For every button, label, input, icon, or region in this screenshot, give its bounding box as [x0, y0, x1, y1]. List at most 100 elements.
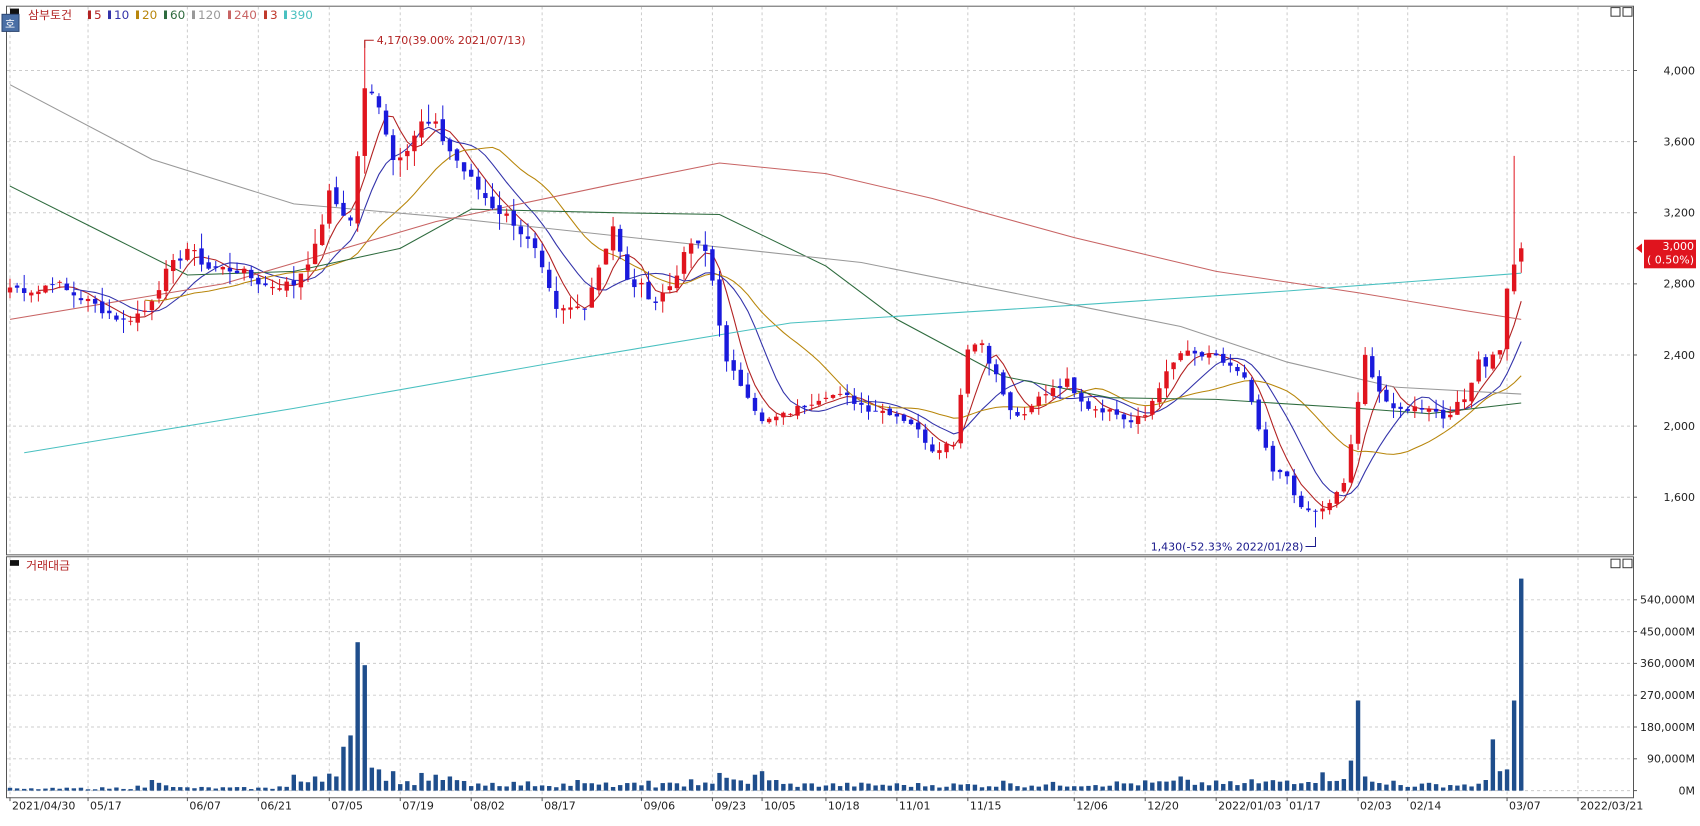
volume-bar [1164, 781, 1169, 791]
volume-panel-restore-button[interactable] [1610, 558, 1621, 569]
candle-body [7, 287, 13, 293]
candle-body [965, 349, 971, 394]
volume-bar [426, 780, 431, 791]
volume-bar [1199, 782, 1205, 791]
candle-body [234, 270, 240, 274]
volume-bar [1377, 783, 1382, 791]
candle-body [994, 364, 999, 375]
candle-body [199, 248, 204, 265]
ma-legend-label: 10 [114, 8, 129, 22]
time-tick-label: 10/18 [828, 800, 860, 813]
candle-body [1362, 354, 1368, 405]
candle-body [21, 288, 27, 293]
ma-legend-label: 60 [170, 8, 185, 22]
candle-body [1121, 414, 1127, 420]
candle-body [1299, 495, 1304, 508]
last-price-label: 3,000 [1663, 240, 1695, 253]
volume-panel-menu-icon[interactable] [10, 560, 19, 566]
moving-average-line [24, 272, 1522, 454]
candle-body [1391, 403, 1396, 409]
volume-bar [582, 783, 587, 791]
volume-bar [830, 783, 836, 791]
candle-body [1107, 409, 1112, 412]
price-tick-label: 3,600 [1664, 136, 1696, 149]
candle-body [454, 149, 460, 161]
volume-bar [674, 783, 680, 791]
volume-bar [802, 783, 807, 791]
candle-body [1050, 388, 1056, 396]
price-panel-close-button[interactable] [1622, 7, 1633, 17]
volume-bar [880, 784, 885, 791]
volume-bar [617, 785, 623, 791]
candle-body [596, 267, 602, 291]
ma-legend-label: 20 [142, 8, 157, 22]
candle-body [852, 395, 857, 404]
volume-bar [1284, 780, 1290, 791]
volume-bar [199, 786, 204, 791]
candle-body [341, 202, 346, 216]
volume-bar [1455, 785, 1460, 791]
volume-bar [1057, 785, 1063, 791]
volume-tick-label: 90,000M [1647, 753, 1695, 766]
volume-bar [915, 783, 921, 791]
candle-body [1249, 379, 1254, 402]
volume-bar [1221, 783, 1226, 791]
candle-body [100, 301, 105, 314]
candle-body [930, 444, 935, 452]
price-panel-restore-button[interactable] [1610, 7, 1621, 17]
candle-body [298, 273, 304, 288]
volume-bar [92, 789, 98, 791]
volume-bar [816, 786, 822, 791]
candle-body [192, 250, 197, 252]
candle-body [525, 236, 531, 239]
candle-body [759, 412, 765, 422]
volume-bar [1433, 784, 1439, 791]
volume-bar [1036, 786, 1041, 791]
volume-bar [398, 784, 403, 791]
volume-bar [944, 786, 949, 791]
volume-bar [1462, 784, 1467, 791]
candle-body [71, 292, 77, 296]
volume-bar [724, 777, 729, 791]
candle-body [412, 135, 417, 152]
volume-bar [312, 776, 318, 791]
volume-bar [419, 772, 424, 791]
volume-bar [1107, 785, 1112, 791]
volume-bar [901, 784, 907, 791]
volume-bar [859, 782, 864, 791]
time-tick-label: 02/03 [1360, 800, 1392, 813]
candle-body [915, 422, 921, 430]
volume-bar [192, 788, 197, 791]
candle-body [1043, 394, 1049, 396]
low-annotation: 1,430(-52.33% 2022/01/28) [1151, 541, 1304, 554]
candle-body [170, 260, 176, 272]
candle-body [1462, 399, 1467, 403]
volume-tick-label: 180,000M [1640, 721, 1695, 734]
volume-bar [291, 774, 297, 791]
panel-menu-icon[interactable] [10, 8, 19, 15]
volume-bar [1391, 780, 1396, 791]
ho-corner-icon[interactable] [1, 13, 20, 32]
volume-bar [525, 781, 531, 791]
candle-body [703, 244, 708, 251]
volume-bar [1128, 783, 1134, 791]
volume-bar [539, 785, 545, 791]
candle-body [923, 429, 928, 443]
candle-body [468, 169, 474, 177]
candle-body [227, 267, 233, 272]
candle-body [887, 408, 892, 416]
volume-panel-frame [6, 556, 1634, 799]
candle-body [674, 275, 680, 289]
candle-body [447, 139, 453, 152]
volume-bar [554, 787, 559, 791]
candle-body [1320, 508, 1325, 512]
volume-panel-close-button[interactable] [1622, 558, 1633, 569]
volume-tick-label: 450,000M [1640, 626, 1695, 639]
moving-average-line [9, 84, 1522, 395]
candle-body [1213, 353, 1219, 356]
volume-bar [1270, 780, 1276, 791]
volume-bar [1185, 779, 1190, 791]
volume-bar [894, 783, 900, 791]
candle-body [1306, 508, 1311, 511]
time-tick-label: 03/07 [1509, 800, 1541, 813]
